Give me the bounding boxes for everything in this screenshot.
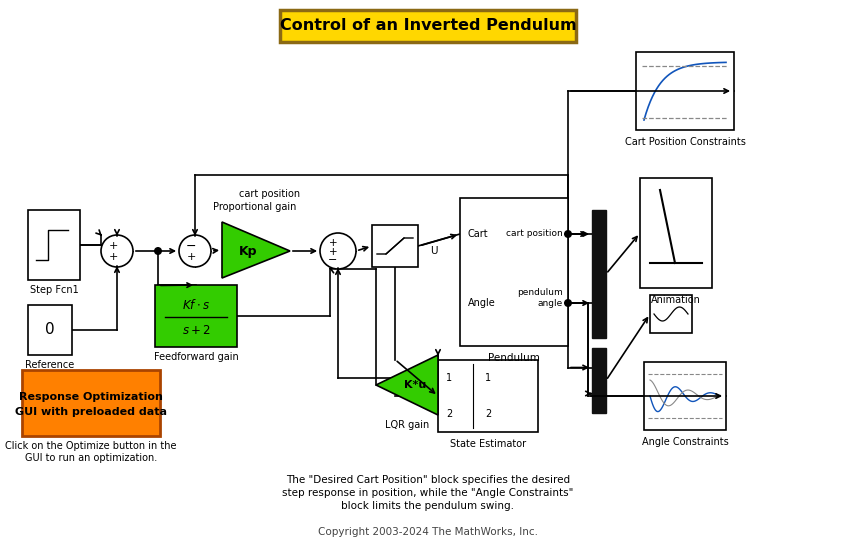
Bar <box>460 198 568 346</box>
Text: K*u: K*u <box>404 380 426 390</box>
Bar <box>650 295 692 333</box>
Text: Step Fcn1: Step Fcn1 <box>30 285 79 295</box>
Bar <box>155 285 237 347</box>
Circle shape <box>101 235 133 267</box>
Circle shape <box>564 230 572 238</box>
Text: +: + <box>329 238 337 248</box>
Text: +: + <box>109 252 117 262</box>
Text: GUI to run an optimization.: GUI to run an optimization. <box>25 453 158 463</box>
Text: 0: 0 <box>45 322 55 337</box>
Text: U: U <box>430 246 437 256</box>
Text: Reference: Reference <box>26 360 74 370</box>
Bar <box>592 210 606 338</box>
Circle shape <box>179 235 211 267</box>
Text: −: − <box>329 255 337 265</box>
Text: Cart Position Constraints: Cart Position Constraints <box>625 137 746 147</box>
Text: Response Optimization: Response Optimization <box>19 392 163 402</box>
Text: Proportional gain: Proportional gain <box>213 202 297 212</box>
Text: 2: 2 <box>484 409 491 419</box>
Bar <box>438 360 538 432</box>
Text: cart position: cart position <box>240 189 300 199</box>
Polygon shape <box>376 355 438 415</box>
Text: +: + <box>109 241 117 251</box>
Text: step response in position, while the "Angle Constraints": step response in position, while the "An… <box>282 488 574 498</box>
Polygon shape <box>222 222 290 278</box>
Bar <box>644 362 726 430</box>
Text: block limits the pendulum swing.: block limits the pendulum swing. <box>342 501 514 511</box>
Bar <box>28 305 72 355</box>
Text: Feedforward gain: Feedforward gain <box>153 352 238 362</box>
Text: LQR gain: LQR gain <box>385 420 429 430</box>
Circle shape <box>564 299 572 307</box>
Text: 1: 1 <box>485 373 491 383</box>
Bar <box>636 52 734 130</box>
Text: 1: 1 <box>446 373 452 383</box>
Bar <box>372 225 418 267</box>
Text: $s+2$: $s+2$ <box>181 325 211 337</box>
Text: $Kf \cdot s$: $Kf \cdot s$ <box>182 298 210 312</box>
Bar <box>28 210 80 280</box>
Text: Animation: Animation <box>651 295 701 305</box>
Text: GUI with preloaded data: GUI with preloaded data <box>15 407 167 417</box>
Bar <box>640 178 712 288</box>
Text: Pendulum: Pendulum <box>488 353 540 363</box>
Bar <box>22 370 160 436</box>
Text: Click on the Optimize button in the: Click on the Optimize button in the <box>5 441 176 451</box>
Text: Angle: Angle <box>468 298 496 308</box>
Text: Kp: Kp <box>239 245 258 257</box>
Text: Angle Constraints: Angle Constraints <box>642 437 728 447</box>
Text: +: + <box>187 252 196 262</box>
Text: −: − <box>186 240 196 252</box>
Text: Copyright 2003-2024 The MathWorks, Inc.: Copyright 2003-2024 The MathWorks, Inc. <box>318 527 538 537</box>
Text: Cart: Cart <box>468 229 489 239</box>
Text: Control of an Inverted Pendulum: Control of an Inverted Pendulum <box>280 19 576 34</box>
Text: pendulum
angle: pendulum angle <box>517 288 563 307</box>
Text: 2: 2 <box>446 409 452 419</box>
Bar <box>280 10 576 42</box>
Text: State Estimator: State Estimator <box>450 439 526 449</box>
Circle shape <box>154 247 162 255</box>
Circle shape <box>320 233 356 269</box>
Text: +: + <box>329 247 337 257</box>
Text: The "Desired Cart Position" block specifies the desired: The "Desired Cart Position" block specif… <box>286 475 570 485</box>
Bar <box>592 348 606 413</box>
Text: cart position: cart position <box>506 230 563 238</box>
